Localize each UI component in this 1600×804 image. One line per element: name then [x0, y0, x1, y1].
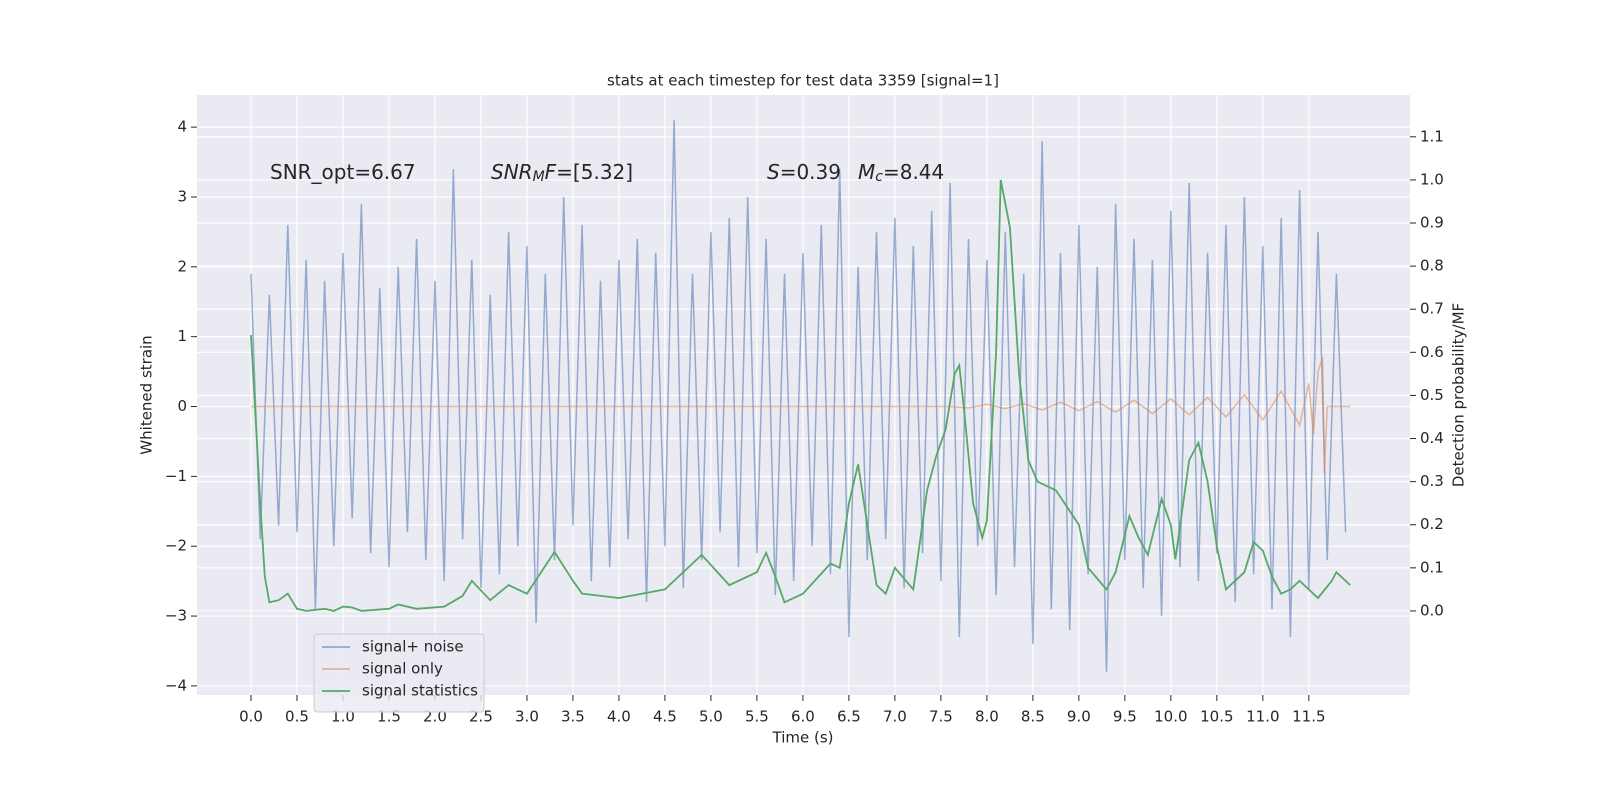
x-tick-label: 4.5 [653, 708, 677, 726]
x-tick-label: 5.0 [699, 708, 723, 726]
x-tick-label: 6.0 [791, 708, 815, 726]
x-tick-label: 3.5 [561, 708, 585, 726]
annotation-part: S [767, 160, 780, 184]
x-tick-label: 7.5 [929, 708, 953, 726]
x-tick-label: 0.5 [285, 708, 309, 726]
legend-label: signal statistics [362, 682, 478, 700]
x-tick-label: 10.5 [1200, 708, 1233, 726]
y-tick-label: −3 [165, 607, 187, 625]
y-tick-label: −1 [165, 467, 187, 485]
marks [250, 120, 1351, 672]
y-tick-label: 3 [177, 187, 187, 205]
series-line [250, 179, 1351, 612]
annotation-part: =0.39 [780, 160, 841, 184]
legend-box [313, 633, 485, 713]
x-tick-label: 8.5 [1021, 708, 1045, 726]
y2-tick-label: 0.2 [1420, 515, 1444, 533]
x-tick-label: 5.5 [745, 708, 769, 726]
y2-tick-label: 1.0 [1420, 170, 1444, 188]
annotation: Mc=8.44 [858, 160, 944, 186]
y-axis-label: Whitened strain [138, 335, 156, 454]
y-tick-label: 1 [177, 327, 187, 345]
y2-tick-label: 0.8 [1420, 257, 1444, 275]
x-axis-label: Time (s) [772, 729, 834, 747]
annotation-part: =[5.32] [556, 160, 633, 184]
y2-tick-label: 0.6 [1420, 343, 1444, 361]
x-tick-label: 0.0 [239, 708, 263, 726]
x-tick-label: 11.5 [1292, 708, 1325, 726]
annotation-part: M [858, 160, 875, 184]
x-tick-label: 4.0 [607, 708, 631, 726]
annotation: S=0.39 [767, 160, 841, 184]
y-tick-label: −2 [165, 537, 187, 555]
series-line [250, 120, 1347, 672]
y2-tick-label: 0.5 [1420, 386, 1444, 404]
annotation: SNRMF=[5.32] [491, 160, 633, 186]
x-tick-label: 6.5 [837, 708, 861, 726]
labels: 0.0 0.5 1.0 1.5 2.0 2.5 3.0 3.5 4.0 4.5 5.0 5.5 6.0 6… [165, 118, 1444, 726]
annotation-part: SNR_opt=6.67 [270, 160, 416, 184]
y-tick-label: 2 [177, 257, 187, 275]
x-tick-label: 9.0 [1067, 708, 1091, 726]
x-tick-label: 11.0 [1246, 708, 1279, 726]
annotation-part: c [875, 169, 883, 185]
annotation-part: =8.44 [883, 160, 944, 184]
x-tick-label: 3.0 [515, 708, 539, 726]
y-tick-label: 4 [177, 118, 187, 136]
y2-tick-label: 0.3 [1420, 472, 1444, 490]
annotation-part: SNR [491, 160, 533, 184]
annotation-part: M [533, 169, 545, 185]
y2-tick-label: 0.0 [1420, 601, 1444, 619]
chart-title: stats at each timestep for test data 335… [607, 72, 999, 90]
y2-tick-label: 0.1 [1420, 558, 1444, 576]
series-line [251, 357, 1351, 473]
y2-tick-label: 0.4 [1420, 429, 1444, 447]
y2-tick-label: 0.7 [1420, 300, 1444, 318]
legend-label: signal+ noise [362, 638, 464, 656]
x-tick-label: 9.5 [1113, 708, 1137, 726]
x-tick-label: 10.0 [1154, 708, 1187, 726]
annotation: SNR_opt=6.67 [270, 160, 416, 184]
y-tick-label: −4 [165, 676, 187, 694]
legend-label: signal only [362, 660, 443, 678]
x-tick-label: 8.0 [975, 708, 999, 726]
y-tick-label: 0 [177, 397, 187, 415]
x-tick-label: 7.0 [883, 708, 907, 726]
annotation-part: F [545, 160, 557, 184]
y2-tick-label: 0.9 [1420, 214, 1444, 232]
y2-axis-label: Detection probability/MF [1450, 303, 1468, 487]
y2-tick-label: 1.1 [1420, 127, 1444, 145]
